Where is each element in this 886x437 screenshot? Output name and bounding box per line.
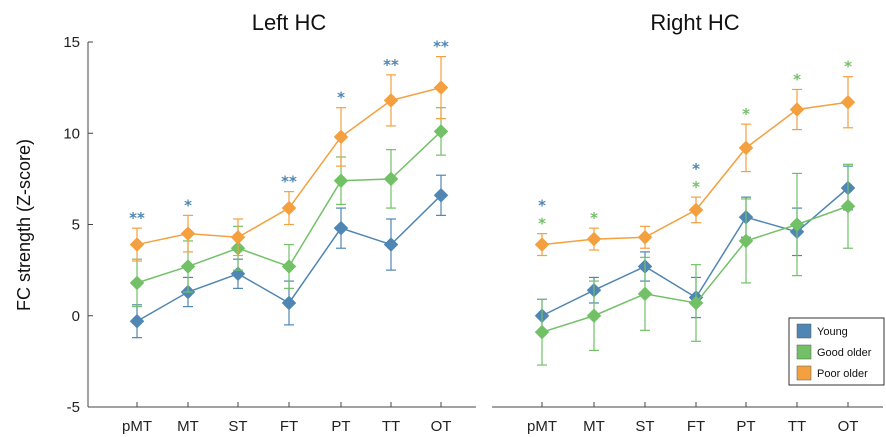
significance-marker: ** [129,209,145,227]
x-tick-label: PT [331,418,350,435]
data-point [333,220,349,236]
data-point [433,187,449,203]
x-tick-label: FT [687,418,705,435]
y-tick-label: 10 [63,125,80,142]
x-tick-label: FT [280,418,298,435]
legend-label: Good older [817,347,872,359]
data-point [637,286,653,302]
y-tick-label: 0 [72,308,80,325]
data-point [281,200,297,216]
y-tick-label: 5 [72,217,80,234]
significance-marker: * [692,160,700,178]
x-tick-label: TT [788,418,806,435]
data-point [586,308,602,324]
data-point [738,140,754,156]
x-tick-label: ST [228,418,247,435]
data-point [840,94,856,110]
data-point [180,226,196,241]
legend-label: Young [817,326,848,338]
x-tick-label: pMT [527,418,557,435]
data-point [586,231,602,247]
data-point [688,295,704,311]
significance-marker: * [742,105,750,123]
series-good-older [534,163,856,366]
data-point [383,93,399,108]
data-point [281,295,297,311]
significance-marker: * [337,89,345,107]
series-poor-older [534,76,856,257]
significance-marker: * [538,215,546,233]
panel-title: Right HC [650,10,739,35]
significance-marker: * [538,197,546,215]
significance-marker: * [692,178,700,196]
data-point [281,259,297,274]
x-tick-label: ST [635,418,654,435]
data-point [230,229,246,245]
significance-marker: * [793,70,801,88]
legend: Young Good older Poor older [788,317,885,386]
x-tick-label: OT [431,418,452,435]
data-point [738,233,754,249]
data-point [789,217,805,232]
significance-marker: * [590,209,598,227]
y-tick-label: -5 [67,399,80,416]
legend-label: Poor older [817,368,868,380]
legend-swatch [796,323,812,339]
data-point [534,324,550,340]
panel-title: Left HC [252,10,327,35]
data-point [534,237,550,252]
significance-marker: ** [281,173,297,191]
data-point [129,313,145,329]
y-tick-label: 15 [63,34,80,51]
significance-marker: ** [383,56,399,74]
x-tick-label: MT [177,418,199,435]
data-point [129,275,145,291]
series-good-older [129,107,449,308]
axes-layer: -5 0 5 10 15 [63,34,883,416]
x-tick-label: OT [838,418,859,435]
x-tick-label: PT [736,418,755,435]
data-point [840,198,856,214]
legend-swatch [796,365,812,381]
data-point [433,80,449,95]
x-tick-label: MT [583,418,605,435]
data-point [433,124,449,139]
data-point [180,259,196,274]
data-point [383,237,399,252]
data-point [333,173,349,189]
significance-marker: ** [433,38,449,56]
data-point [637,229,653,245]
data-point [333,129,349,145]
legend-swatch [796,344,812,360]
data-point [688,202,704,218]
significance-marker: * [844,58,852,76]
data-point [383,171,399,187]
x-tick-label: pMT [122,418,152,435]
x-tick-label: TT [382,418,400,435]
data-point [789,102,805,117]
series-young [129,174,449,339]
series-poor-older [129,55,449,262]
data-point [129,237,145,252]
y-axis-label: FC strength (Z-score) [14,139,34,311]
significance-marker: * [184,196,192,214]
